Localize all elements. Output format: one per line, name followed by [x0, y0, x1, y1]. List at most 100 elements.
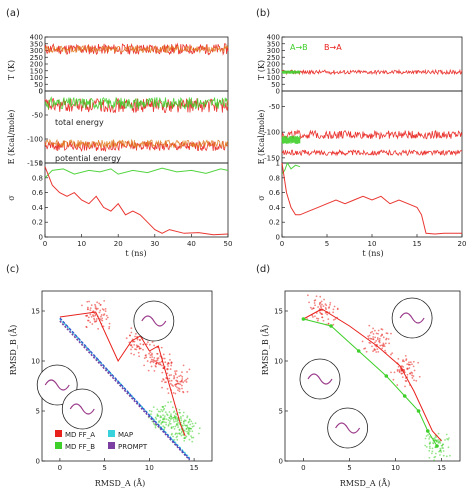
- d-point-red: [382, 342, 385, 345]
- c-point-red: [130, 327, 133, 330]
- c-structure-ribbon: [141, 315, 167, 327]
- d-point-green: [439, 442, 442, 444]
- d-ytick-label: 5: [279, 408, 283, 416]
- d-point-green: [431, 450, 434, 453]
- c-point-green: [191, 440, 194, 443]
- a-annotation-total-energy: total energy: [55, 118, 104, 127]
- c-point-green: [180, 434, 183, 437]
- c-point-red: [175, 370, 178, 372]
- d-point-red: [361, 340, 364, 343]
- c-point-red: [166, 367, 169, 370]
- c-point-red: [94, 320, 97, 323]
- c-xtick-label: 5: [102, 464, 106, 472]
- d-structure-ribbon: [399, 312, 425, 324]
- c-point-green: [183, 439, 186, 442]
- c-point-green: [185, 427, 188, 430]
- c-point-red: [163, 357, 166, 360]
- d-point-red: [374, 341, 376, 344]
- c-point-red: [182, 391, 185, 394]
- d-point-green: [442, 450, 445, 452]
- d-point-green: [428, 456, 431, 459]
- d-structure-ribbon: [307, 373, 333, 385]
- c-point-green: [173, 420, 176, 423]
- d-point-green: [447, 446, 450, 449]
- c-point-green: [157, 420, 160, 423]
- d-point-red: [376, 348, 379, 351]
- d-point-red: [323, 298, 325, 301]
- c-point-green: [174, 412, 177, 415]
- d-point-red: [387, 338, 390, 340]
- c-point-green: [176, 435, 179, 438]
- c-point-green: [178, 428, 181, 431]
- c-point-red: [138, 355, 140, 358]
- c-point-red: [130, 331, 133, 334]
- c-point-red: [149, 354, 152, 357]
- d-path-green: [303, 318, 438, 447]
- c-point-red: [164, 361, 167, 364]
- d-point-red: [321, 313, 324, 316]
- d-point-green: [437, 439, 440, 441]
- b-xtick-label: 5: [325, 240, 329, 248]
- c-point-green: [156, 408, 159, 411]
- c-point-red: [138, 345, 141, 348]
- c-point-red: [96, 301, 99, 304]
- c-point-green: [157, 410, 160, 413]
- c-point-red: [177, 389, 179, 392]
- a-ytick-label: 0.2: [32, 219, 43, 227]
- a-series-E-red: [44, 140, 229, 153]
- legend-c: MD FF_A MD FF_B MAP PROMPT: [55, 430, 148, 451]
- c-point-red: [155, 365, 157, 368]
- c-point-green: [168, 417, 171, 419]
- d-point-red: [396, 384, 399, 386]
- c-point-red: [92, 314, 94, 316]
- d-point-green: [429, 447, 431, 450]
- c-point-red: [145, 343, 148, 346]
- d-point-red: [373, 329, 376, 332]
- panel-label-a: (a): [6, 8, 20, 19]
- d-point-green: [439, 449, 442, 452]
- d-point-red: [368, 324, 371, 327]
- d-point-green: [439, 440, 441, 442]
- c-point-green: [172, 435, 174, 438]
- d-xtick-label: 10: [391, 464, 400, 472]
- d-point-red: [397, 357, 400, 360]
- d-point-green: [442, 454, 445, 457]
- c-point-green: [187, 428, 190, 431]
- d-point-red: [367, 337, 370, 340]
- d-point-red: [325, 308, 327, 311]
- d-path-node: [416, 409, 421, 413]
- c-point-red: [139, 338, 141, 341]
- d-point-red: [318, 303, 321, 306]
- c-point-green: [174, 425, 177, 428]
- c-point-green: [186, 424, 189, 427]
- d-point-green: [428, 437, 430, 440]
- c-point-green: [192, 436, 195, 439]
- b-ytick-label: 200: [267, 61, 280, 69]
- c-point-green: [167, 425, 170, 427]
- c-ytick-label: 10: [31, 358, 40, 366]
- c-point-green: [182, 411, 185, 414]
- c-point-red: [151, 352, 153, 355]
- d-point-red: [384, 349, 386, 352]
- c-point-green: [161, 410, 164, 413]
- c-point-red: [142, 348, 144, 351]
- panel-c: (c) RMSD_B (Å) RMSD_A (Å) 0 5 10 15 0 5 10 15: [6, 264, 213, 488]
- c-point-red: [101, 319, 104, 322]
- b-ytick-label: 50: [271, 81, 280, 89]
- b-ytick-label: 350: [267, 40, 280, 48]
- d-point-red: [409, 363, 412, 366]
- d-point-green: [431, 447, 434, 450]
- c-point-red: [185, 378, 188, 381]
- c-point-green: [159, 416, 162, 419]
- c-point-red: [146, 360, 149, 362]
- d-point-red: [372, 350, 374, 353]
- d-point-red: [333, 305, 336, 308]
- d-point-red: [375, 351, 378, 353]
- b-series-E-red: [281, 129, 463, 140]
- c-point-green: [171, 406, 174, 409]
- d-point-red: [375, 339, 378, 342]
- a-ytick-label: 1: [39, 160, 43, 168]
- c-point-red: [174, 370, 176, 373]
- d-path-node: [435, 444, 439, 448]
- c-point-green: [165, 413, 168, 416]
